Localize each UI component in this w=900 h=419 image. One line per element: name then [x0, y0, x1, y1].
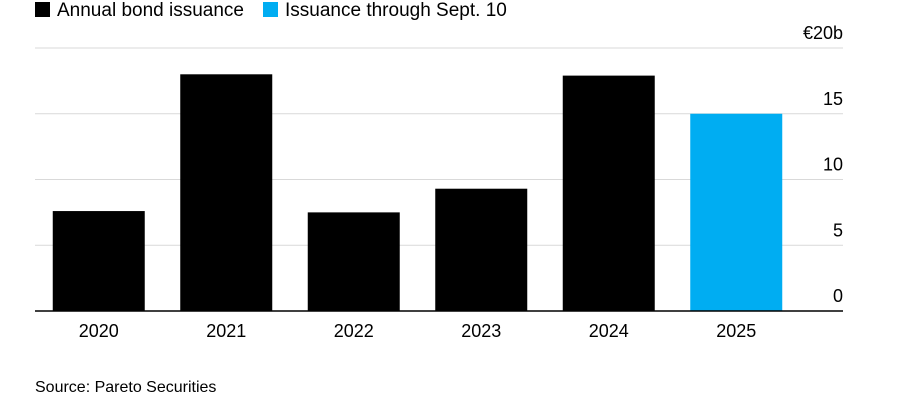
y-tick-label: 10	[823, 155, 843, 175]
y-axis-ticks: €20b 15 10 5 0	[803, 23, 843, 306]
legend-swatch-through	[263, 2, 278, 17]
bar-2021	[180, 74, 273, 311]
x-tick-label: 2025	[716, 321, 756, 341]
bar-2023	[435, 188, 528, 311]
y-tick-label: 0	[833, 286, 843, 306]
y-tick-label: €20b	[803, 23, 843, 43]
y-tick-label: 15	[823, 89, 843, 109]
x-axis-ticks: 2020 2021 2022 2023 2024 2025	[79, 321, 757, 341]
legend-item-through: Issuance through Sept. 10	[263, 0, 507, 21]
source-note: Source: Pareto Securities	[35, 379, 216, 396]
legend-swatch-annual	[35, 2, 50, 17]
bar-2022	[307, 212, 400, 311]
x-tick-label: 2020	[79, 321, 119, 341]
legend-label-annual: Annual bond issuance	[57, 0, 244, 21]
bar-2024	[562, 75, 655, 312]
x-tick-label: 2022	[334, 321, 374, 341]
x-tick-label: 2021	[206, 321, 246, 341]
bar-2025	[690, 113, 783, 311]
legend-item-annual: Annual bond issuance	[35, 0, 244, 21]
bar-2020	[52, 211, 145, 311]
x-tick-label: 2023	[461, 321, 501, 341]
x-tick-label: 2024	[589, 321, 629, 341]
bars	[52, 74, 783, 312]
y-tick-label: 5	[833, 220, 843, 240]
legend-label-through: Issuance through Sept. 10	[285, 0, 507, 21]
legend: Annual bond issuance Issuance through Se…	[35, 0, 507, 21]
